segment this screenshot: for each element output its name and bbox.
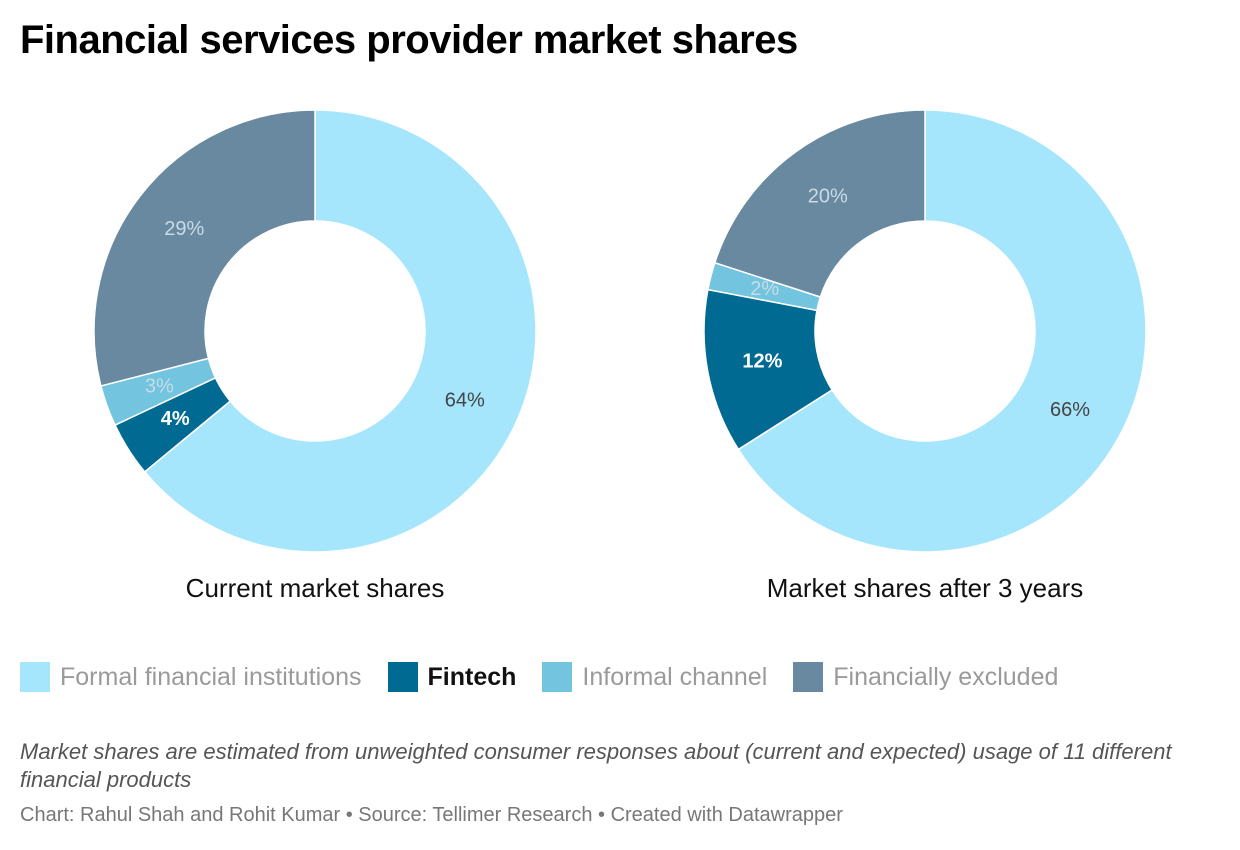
legend-swatch	[387, 662, 418, 692]
chart-note: Market shares are estimated from unweigh…	[20, 739, 1172, 792]
legend: Formal financial institutions Fintech Info…	[20, 662, 1084, 692]
slice-label: 3%	[145, 375, 174, 397]
legend-label: Financially excluded	[833, 662, 1059, 691]
slice-label: 20%	[808, 185, 848, 207]
legend-item: Informal channel	[542, 662, 767, 692]
legend-swatch	[20, 662, 50, 692]
donut-caption: Current market shares	[186, 573, 445, 603]
donut-slice	[143, 109, 537, 553]
legend-label: Informal channel	[582, 662, 768, 691]
slice-label: 4%	[161, 408, 190, 430]
chart-title: Financial services provider market share…	[20, 18, 798, 62]
donut-slice	[713, 109, 926, 298]
slice-label: 66%	[1050, 399, 1090, 421]
legend-swatch	[542, 662, 573, 692]
slice-label: 29%	[164, 218, 204, 240]
legend-item: Financially excluded	[793, 662, 1058, 692]
legend-item: Formal financial institutions	[20, 662, 362, 692]
chart-credits: Chart: Rahul Shah and Rohit Kumar • Sour…	[20, 804, 843, 826]
legend-label: Fintech	[427, 662, 517, 691]
donut-slice	[93, 109, 316, 387]
legend-label: Formal financial institutions	[60, 662, 362, 691]
donut-caption: Market shares after 3 years	[767, 573, 1083, 603]
slice-label: 64%	[445, 390, 485, 412]
donut-slice	[737, 109, 1147, 553]
legend-item: Fintech	[387, 662, 517, 692]
slice-label: 12%	[742, 350, 782, 372]
slice-label: 2%	[750, 278, 779, 300]
legend-swatch	[793, 662, 824, 692]
